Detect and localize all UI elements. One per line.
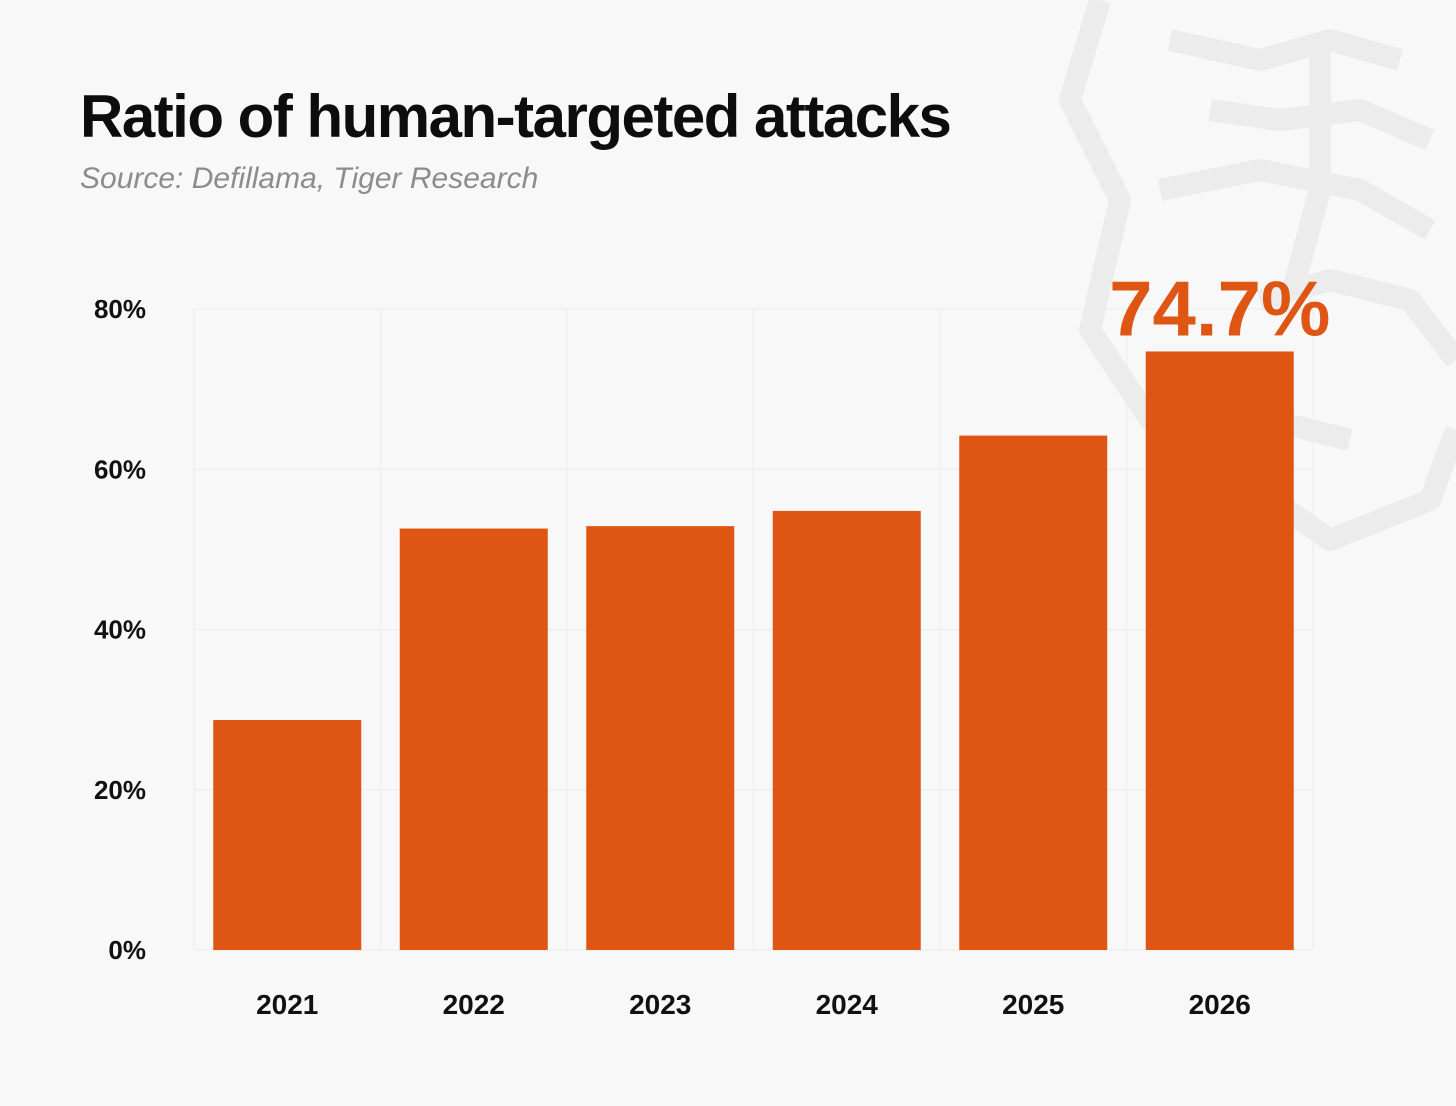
x-tick-label: 2022 xyxy=(443,989,505,1020)
y-tick-label: 40% xyxy=(94,615,146,645)
y-axis-ticks: 0% 20% 40% 60% 80% xyxy=(94,294,146,965)
bar-2022 xyxy=(399,528,548,950)
bar-2026 xyxy=(1145,351,1294,950)
y-tick-label: 20% xyxy=(94,775,146,805)
x-axis-labels: 2021 2022 2023 2024 2025 2026 xyxy=(256,989,1251,1020)
y-tick-label: 60% xyxy=(94,454,146,484)
bar-2021 xyxy=(213,720,362,950)
x-tick-label: 2021 xyxy=(256,989,318,1020)
bars xyxy=(213,351,1294,950)
x-tick-label: 2025 xyxy=(1002,989,1064,1020)
x-tick-label: 2024 xyxy=(816,989,879,1020)
chart-title: Ratio of human-targeted attacks xyxy=(80,83,952,150)
chart-subtitle: Source: Defillama, Tiger Research xyxy=(80,162,539,195)
x-tick-label: 2023 xyxy=(629,989,691,1020)
annotations: 74.7% xyxy=(1109,264,1330,352)
value-label-2026: 74.7% xyxy=(1109,264,1330,352)
bar-2024 xyxy=(772,510,921,950)
gridlines xyxy=(193,308,1314,951)
y-tick-label: 0% xyxy=(108,935,146,965)
bar-2023 xyxy=(586,526,735,950)
x-tick-label: 2026 xyxy=(1189,989,1251,1020)
y-tick-label: 80% xyxy=(94,294,146,324)
bar-2025 xyxy=(959,435,1108,950)
